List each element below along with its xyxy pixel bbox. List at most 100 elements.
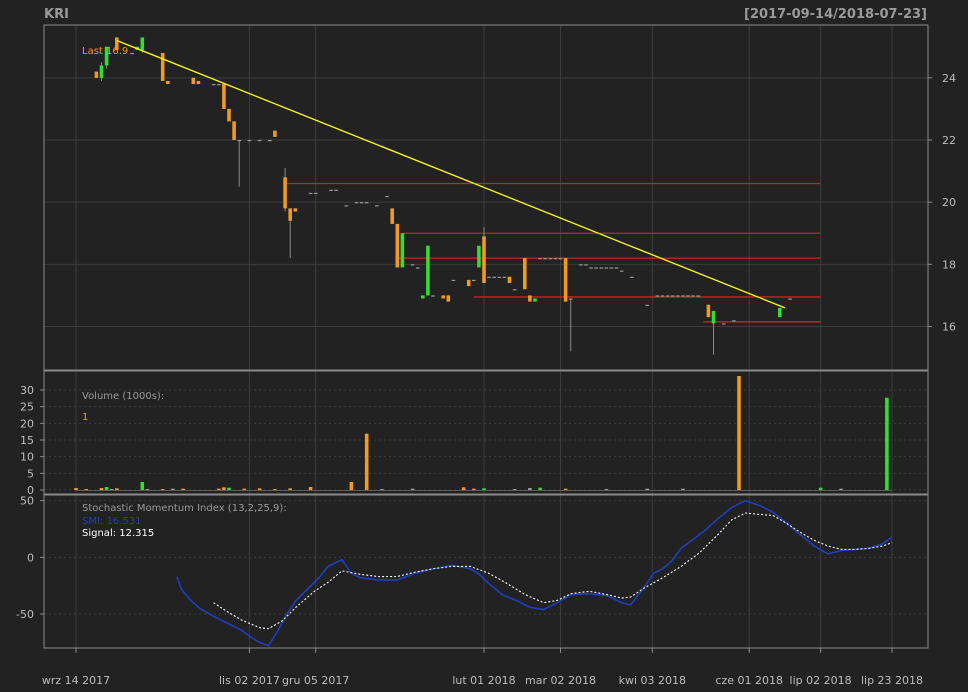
candle-body: [375, 205, 379, 207]
volume-title: Volume (1000s):: [82, 391, 164, 402]
x-tick-label: gru 05 2017: [282, 674, 349, 687]
candle-body: [732, 320, 736, 322]
smi-frame: [43, 494, 929, 649]
price-y-tick-label: 22: [942, 134, 956, 147]
smi-value-label: SMI: 16.531: [82, 516, 141, 527]
volume-bar: [681, 488, 685, 490]
candle-body: [670, 295, 675, 297]
volume-y-tick-label: 30: [20, 384, 34, 397]
candle-body: [283, 177, 287, 209]
candle-body: [696, 295, 700, 297]
candle-body: [99, 65, 104, 78]
volume-bar: [410, 488, 415, 490]
x-tick-label: wrz 14 2017: [42, 674, 110, 687]
smi-y-tick-label: 50: [20, 495, 34, 508]
candle-body: [426, 245, 430, 296]
candle-body: [385, 195, 389, 198]
candle-body: [676, 295, 680, 297]
candle-body: [604, 267, 609, 269]
x-tick-label: lip 23 2018: [861, 674, 923, 687]
candle-body: [395, 223, 400, 268]
smi-title: Stochastic Momentum Index (13,2,25,9):: [82, 503, 287, 514]
signal-value-label: Signal: 12.315: [82, 528, 154, 539]
volume-bar: [104, 487, 109, 490]
candle-body: [477, 245, 481, 268]
signal-line: [213, 512, 893, 630]
volume-bar: [160, 489, 165, 490]
volume-last-value: 1: [82, 412, 88, 423]
volume-bar: [288, 488, 292, 490]
candle-body: [237, 140, 241, 142]
candle-body: [415, 267, 420, 269]
volume-bar: [242, 488, 247, 490]
volume-bar: [109, 489, 114, 490]
volume-bar: [563, 488, 568, 490]
candle-body: [257, 140, 262, 142]
volume-bar: [364, 433, 369, 490]
volume-bar: [84, 489, 88, 490]
candle-body: [431, 295, 435, 297]
candle-body: [232, 121, 236, 140]
volume-bar: [273, 489, 277, 490]
candle-body: [196, 80, 201, 85]
candle-body: [630, 276, 634, 278]
candle-body: [313, 192, 318, 195]
candle-body: [568, 298, 573, 300]
candle-body: [660, 295, 665, 297]
candle-body: [410, 264, 415, 266]
volume-bar: [482, 488, 486, 490]
candle-body: [492, 276, 496, 278]
volume-bar: [222, 487, 226, 490]
candle-body: [472, 279, 476, 282]
volume-bar: [818, 487, 823, 490]
candle-body: [497, 276, 502, 278]
candle-body: [344, 205, 349, 207]
candle-body: [359, 202, 364, 204]
candle-body: [599, 267, 604, 269]
volume-bar: [145, 489, 150, 490]
volume-bar: [538, 487, 542, 490]
volume-frame: [43, 370, 929, 495]
volume-bar: [885, 397, 889, 490]
candle-body: [686, 295, 690, 297]
candle-body: [104, 46, 109, 66]
candle-body: [364, 202, 369, 204]
candle-body: [788, 298, 792, 300]
candle-body: [563, 258, 568, 302]
price-frame: [43, 24, 929, 371]
volume-panel: [74, 376, 892, 491]
volume-bar: [115, 488, 119, 490]
candle-body: [334, 189, 338, 191]
candle-body: [288, 208, 292, 221]
volume-bar: [74, 488, 78, 490]
volume-bar: [461, 487, 466, 490]
volume-bar: [181, 488, 185, 490]
x-tick-label: cze 01 2018: [715, 674, 783, 687]
volume-y-tick-label: 0: [27, 484, 34, 497]
volume-bar: [839, 488, 843, 490]
candle-body: [268, 140, 272, 142]
candle-body: [655, 295, 660, 297]
candle-body: [329, 189, 333, 191]
x-tick-label: mar 02 2018: [525, 674, 596, 687]
smi-y-tick-label: 0: [27, 551, 34, 564]
candle-body: [502, 276, 507, 278]
candle-body: [558, 258, 563, 260]
volume-bar: [227, 487, 231, 490]
candle-body: [691, 295, 695, 297]
x-tick-label: lis 02 2017: [219, 674, 280, 687]
candle-body: [482, 236, 486, 283]
candle-body: [390, 208, 394, 224]
candle-body: [548, 258, 553, 260]
candle-body: [451, 279, 456, 282]
candle-body: [115, 37, 119, 50]
candle-body: [584, 264, 588, 266]
candle-body: [721, 323, 726, 325]
candle-body: [140, 37, 145, 50]
volume-bar: [528, 488, 532, 490]
last-price-label: Last 16.9: [82, 46, 128, 57]
volume-bar: [308, 487, 313, 490]
volume-y-tick-label: 15: [20, 434, 34, 447]
candle-body: [211, 84, 216, 86]
